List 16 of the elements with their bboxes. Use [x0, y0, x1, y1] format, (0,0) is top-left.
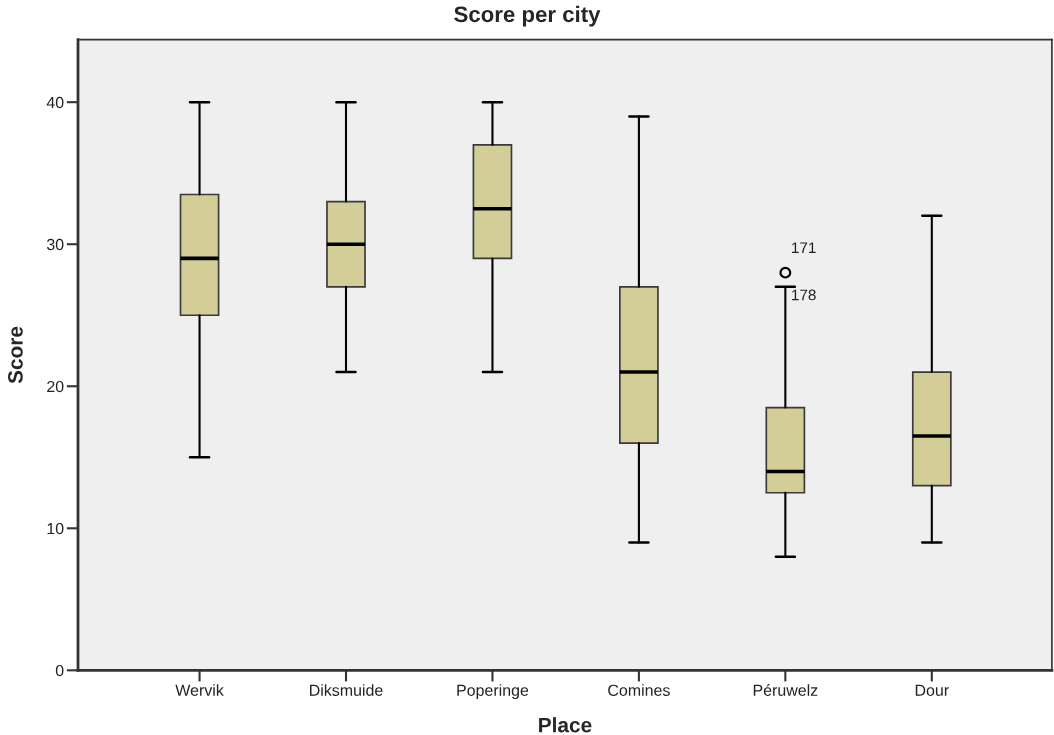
- y-tick-label: 30: [46, 238, 64, 251]
- y-tick-label: 20: [47, 380, 64, 393]
- annotation: 178: [792, 289, 816, 301]
- y-axis-title: Score: [8, 326, 23, 384]
- x-tick-label: Diksmuide: [310, 684, 383, 696]
- chart-title: Score per city: [454, 5, 601, 27]
- y-tick-label: 10: [47, 522, 64, 535]
- y-tick-label: 0: [55, 664, 64, 677]
- annotation: 171: [792, 242, 816, 253]
- x-tick-label: Péruwelz: [753, 684, 818, 696]
- x-tick-label: Poperinge: [457, 684, 529, 700]
- x-tick-label: Comines: [608, 684, 670, 696]
- x-tick-label: Dour: [915, 684, 949, 696]
- x-tick-label: Wervik: [175, 684, 224, 696]
- y-tick-label: 40: [46, 96, 64, 109]
- x-axis-title: Place: [539, 717, 592, 733]
